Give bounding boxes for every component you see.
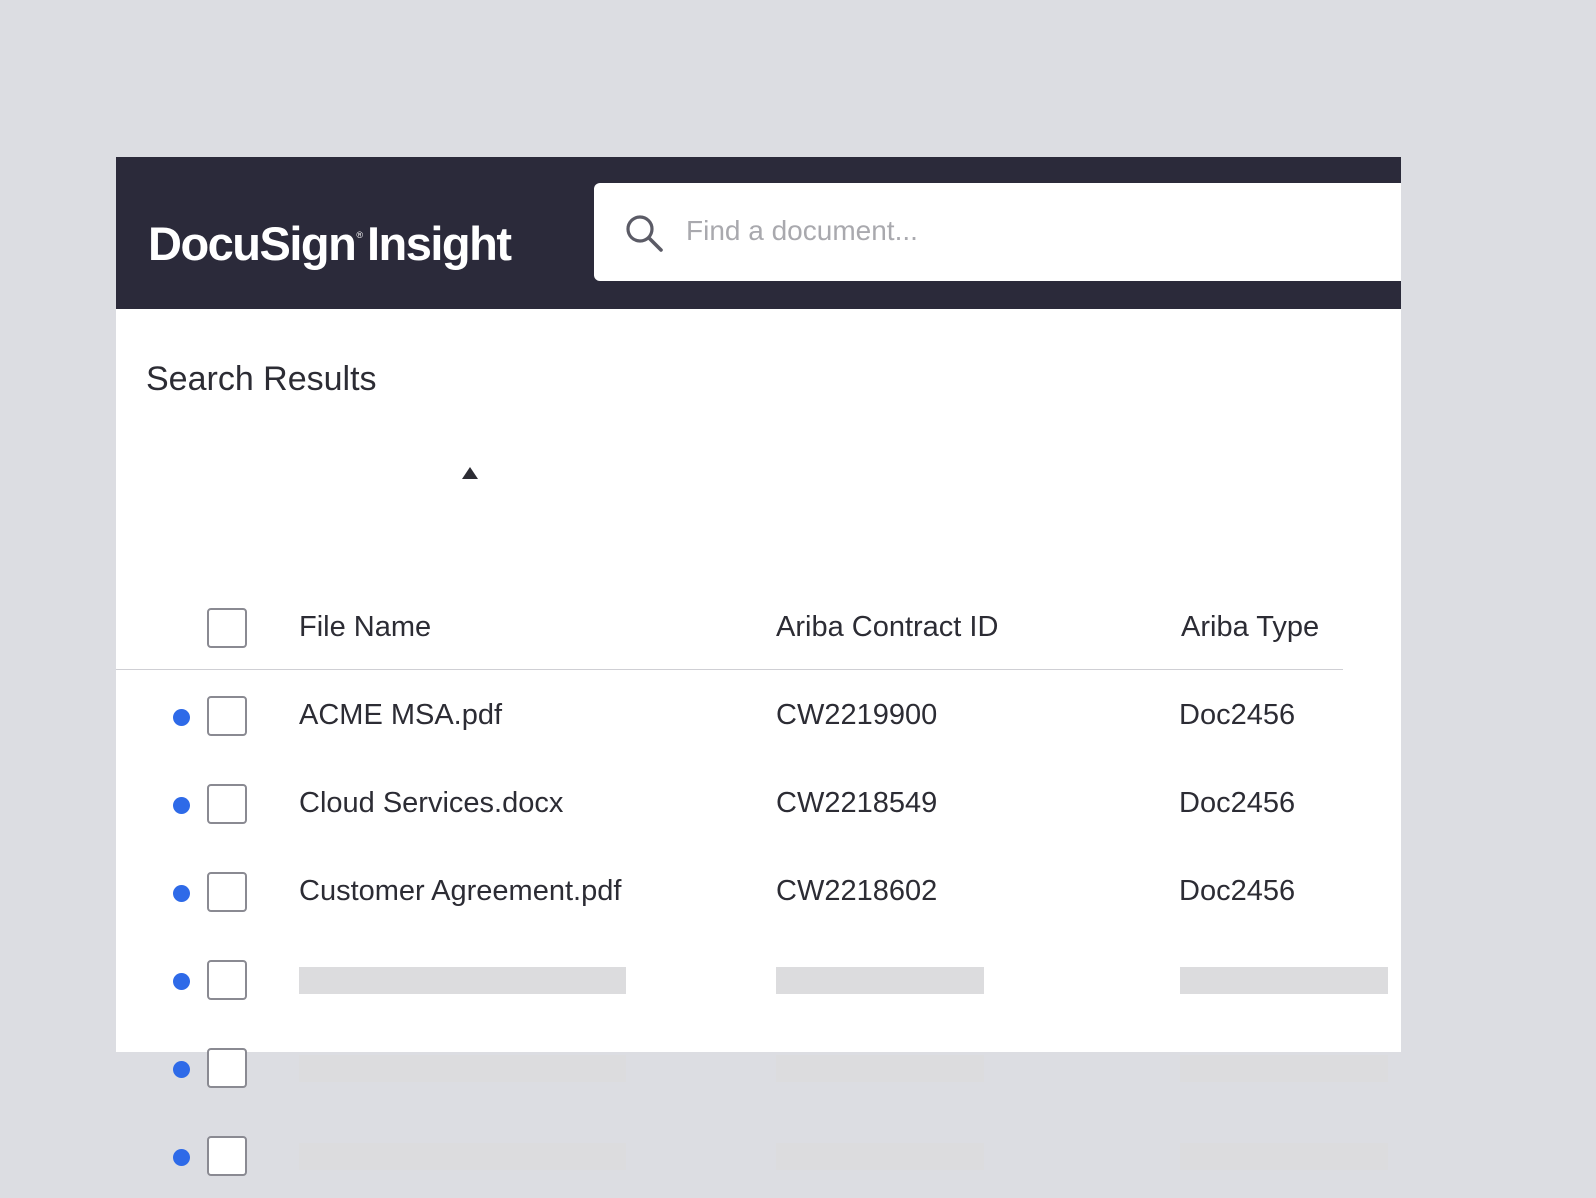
row-checkbox[interactable]: [207, 784, 247, 824]
type-placeholder: [1180, 1143, 1388, 1170]
page-title: Search Results: [146, 360, 377, 398]
loading-row: [116, 936, 1401, 1024]
sort-ascending-icon[interactable]: [462, 467, 478, 479]
header-divider: [116, 669, 1343, 670]
column-header-type[interactable]: Ariba Type: [1181, 611, 1320, 643]
table-header: File Name Ariba Contract ID Ariba Type: [116, 587, 1343, 669]
table-row[interactable]: ACME MSA.pdf CW2219900 Doc2456: [116, 672, 1401, 760]
file-name-placeholder: [299, 967, 626, 994]
select-all-checkbox[interactable]: [207, 608, 247, 648]
contract-id-cell: CW2219900: [776, 699, 938, 731]
search-box[interactable]: [594, 183, 1401, 281]
status-dot: [173, 709, 190, 726]
status-dot: [173, 885, 190, 902]
contract-id-placeholder: [776, 1055, 984, 1082]
file-name-placeholder: [299, 1143, 626, 1170]
file-name-cell[interactable]: Customer Agreement.pdf: [299, 875, 622, 907]
loading-row: [116, 1112, 1401, 1176]
type-cell: Doc2456: [1179, 699, 1296, 731]
file-name-placeholder: [299, 1055, 626, 1082]
type-cell: Doc2456: [1179, 875, 1296, 907]
row-checkbox[interactable]: [207, 696, 247, 736]
app-window: DocuSign®Insight Search Results File Nam…: [116, 157, 1401, 1176]
type-cell: Doc2456: [1179, 787, 1296, 819]
column-header-file-name[interactable]: File Name: [299, 611, 432, 643]
row-checkbox[interactable]: [207, 960, 247, 1000]
app-logo[interactable]: DocuSign®Insight: [148, 205, 512, 274]
logo-brand: DocuSign: [148, 217, 357, 270]
file-name-cell[interactable]: Cloud Services.docx: [299, 787, 564, 819]
logo-registered-mark: ®: [356, 230, 363, 240]
top-bar: DocuSign®Insight: [116, 157, 1401, 309]
file-name-cell[interactable]: ACME MSA.pdf: [299, 699, 503, 731]
table-row[interactable]: Customer Agreement.pdf CW2218602 Doc2456: [116, 848, 1401, 936]
column-header-contract-id[interactable]: Ariba Contract ID: [776, 611, 999, 643]
contract-id-placeholder: [776, 1143, 984, 1170]
contract-id-cell: CW2218549: [776, 787, 938, 819]
contract-id-placeholder: [776, 967, 984, 994]
row-checkbox[interactable]: [207, 1136, 247, 1176]
row-checkbox[interactable]: [207, 872, 247, 912]
logo-product: Insight: [366, 217, 512, 270]
status-dot: [173, 1061, 190, 1078]
status-dot: [173, 797, 190, 814]
type-placeholder: [1180, 1055, 1388, 1082]
status-dot: [173, 1149, 190, 1166]
loading-row: [116, 1024, 1401, 1112]
search-icon[interactable]: [624, 213, 664, 253]
type-placeholder: [1180, 967, 1388, 994]
table-row[interactable]: Cloud Services.docx CW2218549 Doc2456: [116, 760, 1401, 848]
contract-id-cell: CW2218602: [776, 875, 938, 907]
search-input[interactable]: [686, 205, 1366, 257]
row-checkbox[interactable]: [207, 1048, 247, 1088]
status-dot: [173, 973, 190, 990]
